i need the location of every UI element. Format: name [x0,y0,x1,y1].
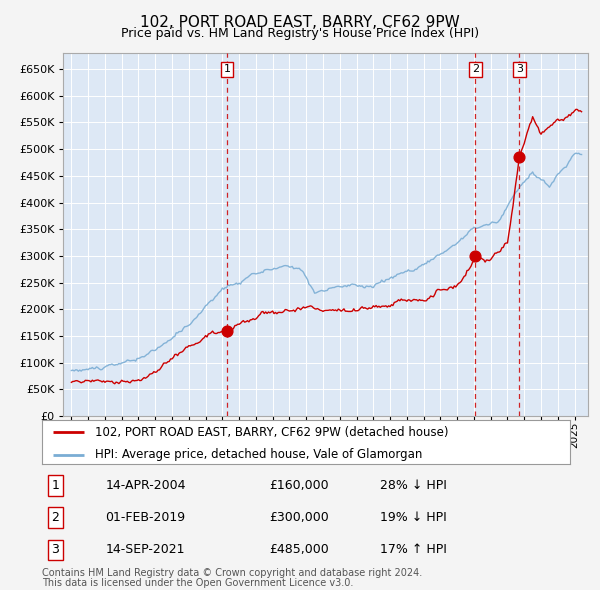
Text: 3: 3 [51,543,59,556]
Text: This data is licensed under the Open Government Licence v3.0.: This data is licensed under the Open Gov… [42,578,353,588]
Text: 1: 1 [51,479,59,492]
Text: 01-FEB-2019: 01-FEB-2019 [106,511,185,525]
Text: £300,000: £300,000 [269,511,329,525]
Text: 19% ↓ HPI: 19% ↓ HPI [380,511,446,525]
Text: 102, PORT ROAD EAST, BARRY, CF62 9PW: 102, PORT ROAD EAST, BARRY, CF62 9PW [140,15,460,30]
Text: 14-SEP-2021: 14-SEP-2021 [106,543,185,556]
Text: 102, PORT ROAD EAST, BARRY, CF62 9PW (detached house): 102, PORT ROAD EAST, BARRY, CF62 9PW (de… [95,426,448,439]
Text: 28% ↓ HPI: 28% ↓ HPI [380,479,447,492]
Text: £485,000: £485,000 [269,543,329,556]
Text: HPI: Average price, detached house, Vale of Glamorgan: HPI: Average price, detached house, Vale… [95,448,422,461]
Text: 14-APR-2004: 14-APR-2004 [106,479,186,492]
Text: Price paid vs. HM Land Registry's House Price Index (HPI): Price paid vs. HM Land Registry's House … [121,27,479,40]
Text: 3: 3 [516,64,523,74]
Point [223,326,232,335]
Text: 2: 2 [472,64,479,74]
Text: 1: 1 [224,64,231,74]
Text: £160,000: £160,000 [269,479,329,492]
Text: Contains HM Land Registry data © Crown copyright and database right 2024.: Contains HM Land Registry data © Crown c… [42,569,422,578]
Point [470,251,480,261]
Text: 17% ↑ HPI: 17% ↑ HPI [380,543,447,556]
Text: 2: 2 [51,511,59,525]
Point [515,152,524,162]
